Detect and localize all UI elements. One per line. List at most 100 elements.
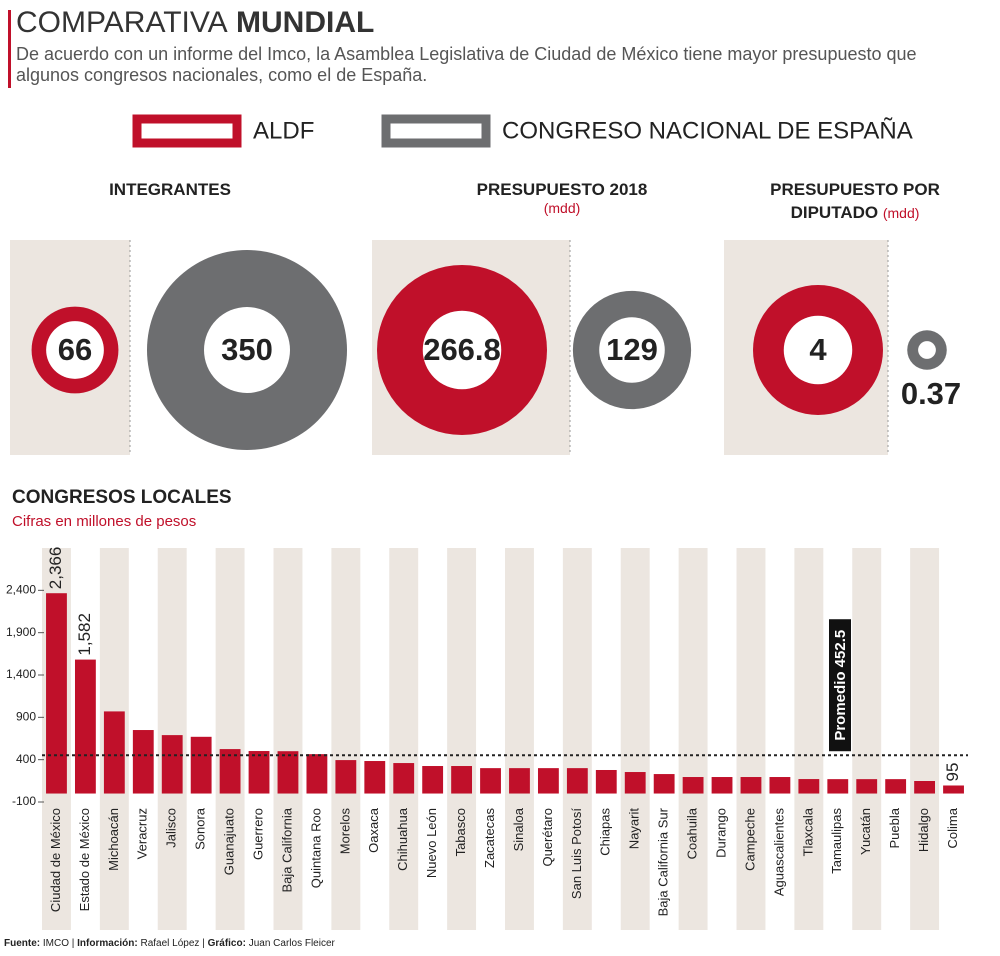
bar (480, 768, 501, 794)
x-tick-label: Estado de México (77, 808, 92, 911)
bar (451, 766, 473, 794)
bar (393, 763, 415, 794)
bubble-hole (422, 310, 502, 390)
bar (335, 760, 357, 794)
average-annotation: Promedio 452.5 (829, 619, 851, 752)
bubble-hole (918, 341, 936, 359)
x-tick-label: Chiapas (598, 808, 613, 856)
x-tick-label: Tabasco (453, 808, 468, 856)
column-stripe (736, 548, 766, 930)
column-stripe (620, 548, 650, 930)
header-title: COMPARATIVA MUNDIAL (16, 6, 374, 40)
bubble-label: 350 (221, 332, 273, 367)
annotation-box (829, 619, 851, 752)
bar (74, 659, 96, 794)
x-tick-label: Morelos (337, 808, 352, 855)
x-tick-label: Campeche (742, 808, 757, 871)
bar (219, 749, 241, 794)
panel-title-text: INTEGRANTES (109, 180, 231, 199)
legend-swatch (381, 114, 491, 148)
bubble-hole (599, 317, 665, 383)
chart-subtitle: Cifras en millones de pesos (12, 513, 197, 530)
bubble-label: 0.37 (901, 376, 961, 411)
bar (566, 768, 588, 794)
value-label: 95 (943, 763, 962, 782)
x-tick-label: Aguascalientes (771, 808, 786, 897)
bar (624, 772, 646, 794)
bubble-label: 66 (58, 332, 92, 367)
bar (595, 769, 617, 794)
footer-text: Rafael López (140, 938, 200, 949)
x-tick-label: Nayarit (627, 808, 642, 850)
x-tick-label: Puebla (887, 807, 902, 848)
legend-swatch (132, 114, 242, 148)
y-tick-label: 400 (16, 752, 36, 766)
column-stripe (852, 548, 882, 930)
header-subtitle: De acuerdo con un informe del Imco, la A… (16, 44, 917, 85)
x-tick-label: Hidalgo (916, 808, 931, 852)
column-stripe (505, 548, 534, 930)
bar (537, 768, 559, 794)
x-tick-label: Guerrero (250, 808, 265, 860)
y-tick-label: -100 (12, 794, 36, 808)
bubble-hole (204, 307, 290, 393)
legend-label: CONGRESO NACIONAL DE ESPAÑA (502, 117, 913, 144)
x-tick-label: Tamaulipas (829, 808, 844, 874)
footer-label: Información: (77, 938, 138, 949)
bar (914, 781, 936, 794)
title-light: COMPARATIVA (16, 6, 228, 39)
column-stripe (678, 548, 708, 930)
column-stripe (273, 548, 303, 930)
panel-title: PRESUPUESTO POR DIPUTADO (mdd) (745, 178, 965, 225)
bar (711, 777, 733, 794)
header-bar (8, 10, 11, 88)
panel-title-text: PRESUPUESTO POR DIPUTADO (770, 180, 940, 222)
bubble-label: 4 (809, 332, 827, 367)
x-tick-label: Zacatecas (482, 808, 497, 868)
x-tick-label: Yucatán (858, 808, 873, 855)
footer-text: IMCO (42, 938, 69, 949)
bar (132, 730, 154, 794)
x-tick-label: Michoacán (106, 808, 121, 871)
bar (856, 779, 878, 794)
footer-label: Gráfico: (207, 938, 246, 949)
footer: Fuente: IMCO | Información: Rafael López… (4, 938, 335, 949)
bubble-hole (46, 321, 104, 379)
panel-title: INTEGRANTES (60, 178, 280, 201)
column-stripe (794, 548, 824, 930)
bar (306, 754, 328, 794)
annotation-label: Promedio 452.5 (832, 630, 849, 741)
bar (509, 768, 530, 794)
panel-title-text: PRESUPUESTO 2018 (476, 180, 648, 199)
x-tick-label: Nuevo León (424, 808, 439, 878)
footer-text: Juan Carlos Fleicer (248, 938, 335, 949)
bar (103, 711, 125, 794)
column-stripe (215, 548, 245, 930)
bar (827, 779, 849, 794)
x-tick-label: Jalisco (164, 808, 179, 848)
bar (798, 779, 820, 794)
bar (190, 736, 212, 794)
value-label: 2,366 (46, 547, 65, 590)
x-tick-label: Baja California (279, 807, 294, 892)
x-tick-label: San Luis Potosí (569, 808, 584, 899)
value-label: 1,582 (75, 613, 94, 656)
bar (769, 777, 791, 794)
bar (277, 751, 299, 794)
panel-title: PRESUPUESTO 2018 (mdd) (452, 178, 672, 215)
x-tick-label: Querétaro (540, 808, 555, 867)
bar (682, 777, 704, 794)
panel-subtitle: (mdd) (882, 205, 920, 221)
chart-title: CONGRESOS LOCALES (12, 487, 232, 508)
x-tick-label: Quintana Roo (308, 808, 323, 888)
x-tick-label: Coahuila (685, 807, 700, 859)
bar (653, 774, 675, 794)
bar (740, 777, 762, 794)
y-tick-label: 900 (16, 710, 36, 724)
column-stripe (910, 548, 940, 930)
x-tick-label: Baja California Sur (656, 807, 671, 916)
x-tick-label: Veracruz (135, 808, 150, 859)
bubble-label: 129 (606, 332, 658, 367)
